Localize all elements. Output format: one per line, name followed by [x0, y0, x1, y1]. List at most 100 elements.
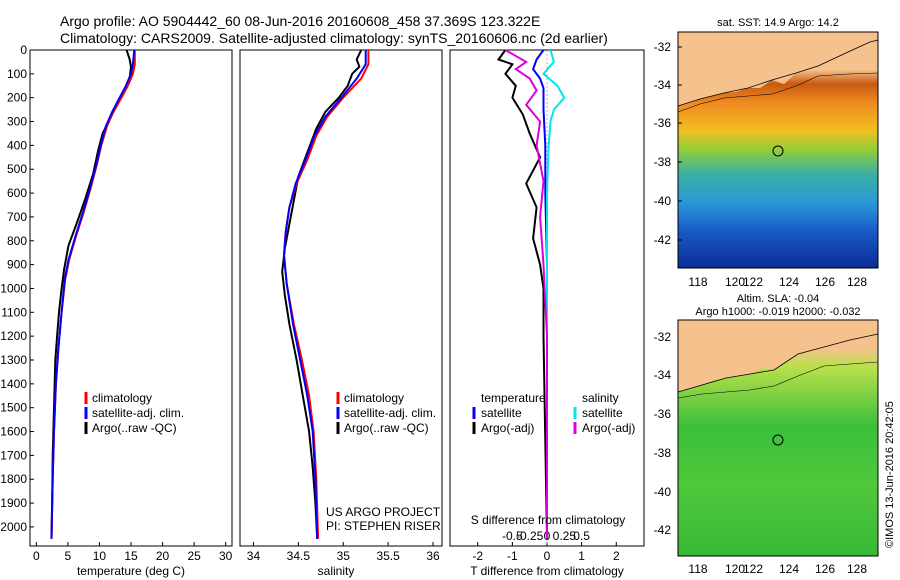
depth-tick-label: 1100 [1, 305, 27, 319]
legend-satellite-label: satellite-adj. clim. [92, 406, 184, 420]
difference-s-label: S difference from climatology [471, 513, 626, 527]
difference-x-label: T difference from climatology [470, 564, 624, 578]
depth-tick-label: 900 [7, 258, 27, 272]
depth-tick-label: 500 [7, 162, 27, 176]
depth-tick-label: 600 [7, 186, 27, 200]
sst-ytick-label: -42 [654, 233, 672, 247]
s-diff-tick-label: -0.25 [516, 529, 544, 543]
sst-coastline [677, 39, 879, 107]
sla-ytick-label: -34 [654, 368, 672, 382]
imos-credit: ©IMOS 13-Jun-2016 20:42:05 [884, 401, 896, 548]
depth-tick-label: 1800 [0, 472, 27, 486]
header-title-line1: Argo profile: AO 5904442_60 08-Jun-2016 … [60, 13, 540, 29]
salinity-panel-frame [239, 49, 443, 547]
sla-ytick-label: -40 [654, 485, 672, 499]
x-tick-label: 1 [578, 549, 585, 563]
x-tick-label: 30 [219, 549, 233, 563]
legend-climatology-label: climatology [92, 391, 152, 405]
legend-argo-label: Argo(..raw -QC) [344, 421, 429, 435]
legend-salinity-title: salinity [582, 391, 619, 405]
salinity-x-label: salinity [318, 564, 355, 578]
sla-xtick-label: 124 [779, 562, 799, 576]
series-line-salinity-satellite [542, 49, 566, 539]
sla-ytick-label: -42 [654, 523, 672, 537]
legend-sal-satellite-label: satellite [582, 406, 623, 420]
sla-xtick-label: 128 [847, 562, 867, 576]
x-tick-label: 35 [337, 549, 351, 563]
legend-temp-satellite-label: satellite [481, 406, 522, 420]
difference-series-group [496, 49, 566, 539]
sst-argo-position-marker [772, 145, 784, 157]
x-tick-label: 0 [33, 549, 40, 563]
depth-tick-label: 2000 [0, 520, 27, 534]
s-diff-tick-label: -0.5 [502, 529, 523, 543]
sla-ytick-label: -38 [654, 446, 672, 460]
sla-xtick-label: 126 [815, 562, 835, 576]
legend-argo-label: Argo(..raw -QC) [92, 421, 177, 435]
temperature-series-group [50, 49, 136, 539]
x-tick-label: -2 [472, 549, 483, 563]
sla-xtick-label: 122 [743, 562, 763, 576]
series-line-salinity-argo-adj- [504, 49, 548, 539]
sst-map-land [678, 32, 878, 106]
difference-legend: temperature satellite Argo(-adj) salinit… [472, 391, 635, 435]
series-line-argo-raw-qc- [281, 49, 363, 539]
legend-climatology-label: climatology [344, 391, 404, 405]
sst-xtick-label: 118 [688, 275, 707, 289]
temperature-x-axis: 0 5 10 15 20 25 30 [33, 542, 233, 563]
sla-map-title-line1: Altim. SLA: -0.04 [737, 293, 820, 305]
depth-tick-label: 1200 [0, 329, 27, 343]
x-tick-label: 2 [613, 549, 620, 563]
series-line-satellite-adj-clim- [282, 50, 367, 539]
x-tick-label: 15 [124, 549, 138, 563]
legend-temp-argo-label: Argo(-adj) [481, 421, 534, 435]
project-credit-line2: PI: STEPHEN RISER [326, 519, 441, 533]
temperature-legend: climatology satellite-adj. clim. Argo(..… [84, 391, 184, 435]
series-line-satellite-adj-clim- [50, 49, 136, 539]
depth-tick-label: 0 [20, 43, 27, 57]
legend-temperature-title: temperature [481, 391, 546, 405]
sst-xtick-label: 124 [779, 275, 799, 289]
sst-map-frame [677, 31, 879, 269]
sla-xtick-label: 118 [688, 562, 707, 576]
series-line-temperature-argo-adj- [496, 49, 548, 539]
depth-tick-label: 300 [7, 115, 27, 129]
x-tick-label: 10 [93, 549, 107, 563]
sla-xtick-label: 120 [725, 562, 745, 576]
depth-tick-label: 1700 [0, 448, 27, 462]
sla-ytick-label: -36 [654, 407, 672, 421]
sst-xtick-label: 120 [725, 275, 745, 289]
x-tick-label: 20 [156, 549, 170, 563]
depth-tick-label: 1500 [0, 401, 27, 415]
sla-map-frame [677, 319, 879, 557]
depth-tick-label: 800 [7, 234, 27, 248]
depth-tick-label: 200 [7, 91, 27, 105]
series-line-climatology [282, 50, 370, 539]
sst-xtick-label: 122 [743, 275, 763, 289]
legend-satellite-label: satellite-adj. clim. [344, 406, 436, 420]
depth-tick-label: 1000 [0, 281, 27, 295]
sst-xtick-label: 126 [815, 275, 835, 289]
sst-xtick-label: 128 [847, 275, 867, 289]
sst-ytick-label: -38 [654, 155, 672, 169]
sla-map-title-line2: Argo h1000: -0.019 h2000: -0.032 [695, 306, 860, 318]
x-tick-label: 25 [187, 549, 201, 563]
sst-map-title: sat. SST: 14.9 Argo: 14.2 [717, 17, 839, 29]
sla-map-land [678, 320, 878, 392]
x-tick-label: -1 [507, 549, 518, 563]
sst-map [677, 31, 879, 269]
x-tick-label: 0 [544, 549, 551, 563]
sla-shelf-contour [677, 361, 879, 399]
depth-tick-label: 1600 [0, 425, 27, 439]
sst-ytick-label: -34 [654, 78, 672, 92]
temperature-x-label: temperature (deg C) [77, 564, 185, 578]
sst-ytick-label: -32 [654, 40, 672, 54]
sst-map-axis: -32 -34 -36 -38 -40 -42 118 120 122 124 … [654, 40, 868, 289]
x-tick-label: 36 [426, 549, 440, 563]
x-tick-label: 35.5 [376, 549, 400, 563]
header-title-line2: Climatology: CARS2009. Satellite-adjuste… [60, 30, 608, 46]
depth-tick-label: 400 [7, 138, 27, 152]
sst-ytick-label: -36 [654, 116, 672, 130]
s-diff-tick-label: 0.5 [573, 529, 590, 543]
